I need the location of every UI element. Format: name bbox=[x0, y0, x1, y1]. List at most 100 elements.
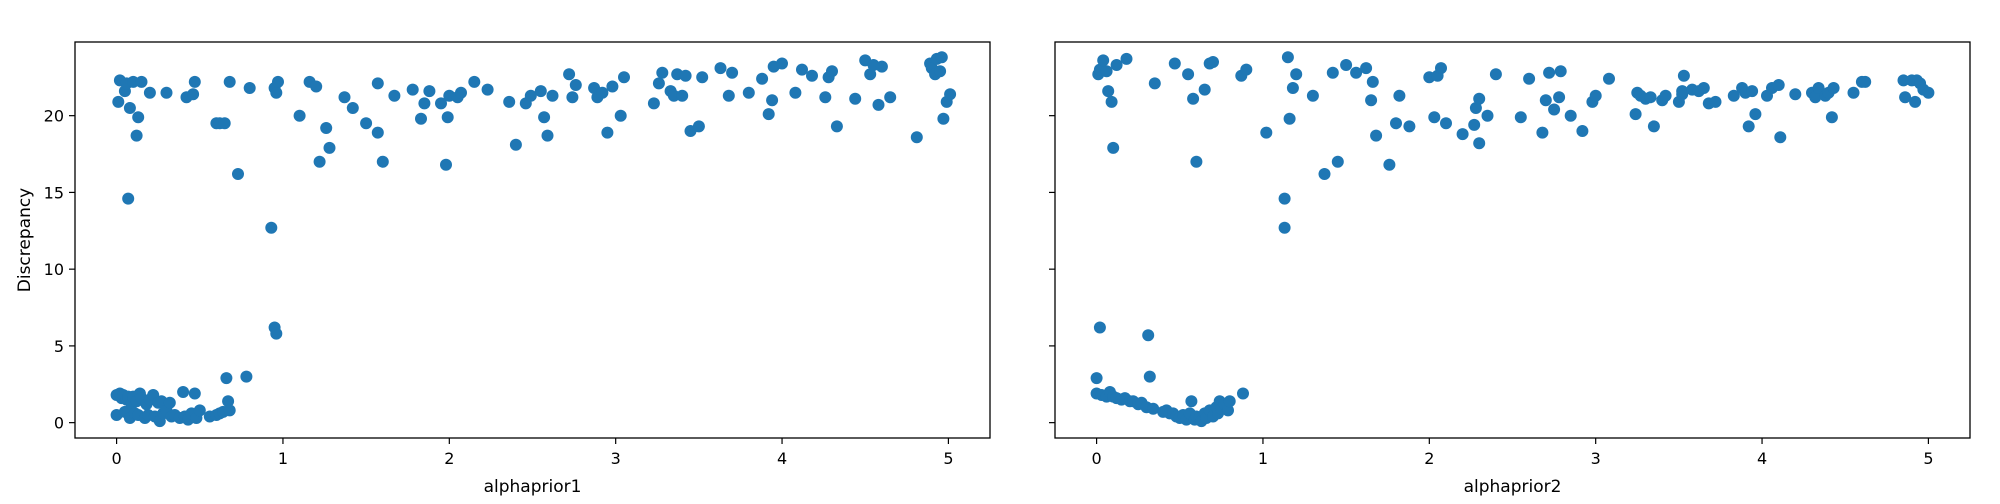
right-data-point bbox=[1393, 89, 1406, 102]
right-data-point bbox=[1536, 126, 1549, 139]
right-data-point bbox=[1909, 95, 1922, 108]
left-data-point bbox=[667, 89, 680, 102]
right-data-point bbox=[1899, 91, 1912, 104]
right-data-point bbox=[1749, 108, 1762, 121]
left-y-tick-label: 5 bbox=[54, 337, 64, 356]
right-data-point bbox=[1283, 112, 1296, 125]
left-data-point bbox=[123, 102, 136, 114]
right-data-point bbox=[1742, 120, 1755, 133]
left-data-point bbox=[676, 89, 689, 102]
right-data-point bbox=[1403, 120, 1416, 133]
left-x-tick-label: 0 bbox=[111, 449, 121, 468]
left-data-point bbox=[819, 91, 832, 104]
left-data-point bbox=[569, 79, 582, 91]
left-data-point bbox=[563, 68, 576, 81]
right-data-point bbox=[1340, 59, 1353, 71]
right-data-point bbox=[1260, 126, 1273, 139]
right-data-point bbox=[1589, 89, 1602, 102]
right-data-point bbox=[1147, 402, 1160, 415]
left-data-point bbox=[742, 86, 755, 99]
right-data-point bbox=[1709, 95, 1722, 108]
right-data-point bbox=[1603, 72, 1615, 85]
left-data-point bbox=[122, 192, 135, 205]
left-data-point bbox=[722, 89, 735, 102]
left-data-point bbox=[455, 86, 467, 99]
left-scatter-panel: 0 1 2 3 4 5 0 5 10 15 20 alphaprior1 Discrepancy bbox=[15, 41, 991, 497]
right-data-point bbox=[1102, 85, 1115, 98]
right-data-point bbox=[1168, 57, 1181, 70]
left-data-point bbox=[177, 386, 190, 398]
right-data-point bbox=[1772, 79, 1785, 91]
left-data-point bbox=[806, 69, 818, 82]
right-data-point bbox=[1514, 111, 1527, 124]
left-x-ticks: 0 1 2 3 4 5 bbox=[111, 438, 954, 468]
right-data-point bbox=[1365, 94, 1378, 107]
right-data-point bbox=[1468, 118, 1481, 131]
left-y-tick-label: 0 bbox=[54, 414, 64, 433]
left-data-point bbox=[371, 126, 384, 139]
right-data-point bbox=[1090, 372, 1103, 385]
left-data-point bbox=[293, 109, 306, 122]
right-scatter-points bbox=[1090, 51, 1935, 428]
left-data-point bbox=[371, 77, 384, 90]
left-data-point bbox=[232, 168, 244, 180]
right-data-point bbox=[1576, 125, 1589, 137]
left-y-tick-label: 20 bbox=[44, 107, 64, 126]
right-data-point bbox=[1143, 370, 1156, 383]
left-data-point bbox=[376, 155, 389, 168]
left-data-point bbox=[606, 80, 619, 93]
right-data-point bbox=[1331, 155, 1344, 168]
right-data-point bbox=[1659, 89, 1672, 102]
left-data-point bbox=[789, 86, 802, 99]
left-data-point bbox=[163, 396, 176, 409]
right-data-point bbox=[1187, 92, 1200, 105]
left-data-point bbox=[240, 370, 253, 383]
left-data-point bbox=[130, 129, 143, 142]
left-data-point bbox=[223, 404, 236, 417]
left-data-point bbox=[270, 327, 283, 340]
left-data-point bbox=[313, 155, 326, 168]
right-x-tick-label: 1 bbox=[1258, 449, 1268, 468]
left-data-point bbox=[796, 63, 808, 76]
left-data-point bbox=[220, 372, 233, 385]
left-x-tick-label: 3 bbox=[611, 449, 621, 468]
right-data-point bbox=[1366, 75, 1379, 88]
left-data-point bbox=[270, 86, 283, 99]
left-data-point bbox=[509, 138, 522, 151]
right-data-point bbox=[1110, 59, 1123, 71]
left-data-point bbox=[652, 77, 665, 90]
left-data-point bbox=[188, 387, 201, 400]
right-data-point bbox=[1278, 221, 1291, 234]
left-scatter-points bbox=[110, 51, 957, 428]
left-data-point bbox=[132, 111, 145, 124]
left-x-axis-label: alphaprior1 bbox=[484, 477, 582, 497]
left-data-point bbox=[481, 83, 494, 96]
right-data-point bbox=[1142, 329, 1155, 342]
right-data-point bbox=[1727, 89, 1740, 102]
right-data-point bbox=[1281, 51, 1294, 64]
right-data-point bbox=[1548, 103, 1561, 116]
right-data-point bbox=[1859, 75, 1872, 88]
right-x-tick-label: 0 bbox=[1091, 449, 1101, 468]
left-data-point bbox=[415, 112, 427, 125]
left-data-point bbox=[503, 95, 516, 108]
left-x-tick-label: 5 bbox=[943, 449, 953, 468]
left-data-point bbox=[320, 122, 333, 134]
right-data-point bbox=[1847, 86, 1860, 99]
left-data-point bbox=[338, 91, 351, 104]
left-data-point bbox=[323, 141, 336, 154]
left-data-point bbox=[127, 75, 140, 88]
left-data-point bbox=[910, 131, 923, 144]
left-data-point bbox=[830, 120, 843, 133]
right-data-point bbox=[1473, 92, 1486, 105]
right-data-point bbox=[1207, 56, 1219, 68]
left-data-point bbox=[440, 158, 452, 171]
left-y-tick-label: 10 bbox=[44, 260, 64, 279]
right-data-point bbox=[1539, 94, 1552, 107]
left-data-point bbox=[884, 91, 897, 104]
left-data-point bbox=[423, 85, 436, 98]
left-data-point bbox=[534, 85, 547, 98]
right-data-point bbox=[1676, 85, 1689, 98]
left-axes-frame bbox=[74, 41, 991, 439]
